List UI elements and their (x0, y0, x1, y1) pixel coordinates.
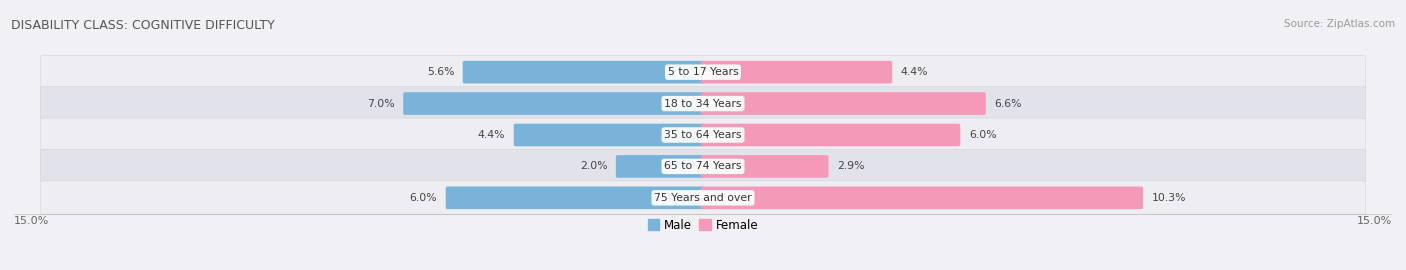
Text: 2.0%: 2.0% (579, 161, 607, 171)
FancyBboxPatch shape (513, 124, 706, 146)
Text: 6.0%: 6.0% (969, 130, 997, 140)
Text: 15.0%: 15.0% (14, 216, 49, 227)
Text: 2.9%: 2.9% (837, 161, 865, 171)
Text: 4.4%: 4.4% (478, 130, 505, 140)
FancyBboxPatch shape (41, 181, 1365, 215)
FancyBboxPatch shape (700, 92, 986, 115)
FancyBboxPatch shape (700, 124, 960, 146)
FancyBboxPatch shape (463, 61, 706, 83)
FancyBboxPatch shape (616, 155, 706, 178)
Text: 5.6%: 5.6% (426, 67, 454, 77)
Text: Source: ZipAtlas.com: Source: ZipAtlas.com (1284, 19, 1395, 29)
Text: 65 to 74 Years: 65 to 74 Years (664, 161, 742, 171)
FancyBboxPatch shape (700, 187, 1143, 209)
Text: 18 to 34 Years: 18 to 34 Years (664, 99, 742, 109)
FancyBboxPatch shape (41, 150, 1365, 183)
Text: 6.0%: 6.0% (409, 193, 437, 203)
FancyBboxPatch shape (41, 118, 1365, 152)
Text: 5 to 17 Years: 5 to 17 Years (668, 67, 738, 77)
FancyBboxPatch shape (41, 55, 1365, 89)
FancyBboxPatch shape (700, 61, 893, 83)
Text: 10.3%: 10.3% (1152, 193, 1187, 203)
FancyBboxPatch shape (404, 92, 706, 115)
Text: 7.0%: 7.0% (367, 99, 395, 109)
Text: DISABILITY CLASS: COGNITIVE DIFFICULTY: DISABILITY CLASS: COGNITIVE DIFFICULTY (11, 19, 276, 32)
Legend: Male, Female: Male, Female (643, 214, 763, 236)
FancyBboxPatch shape (41, 87, 1365, 120)
FancyBboxPatch shape (446, 187, 706, 209)
Text: 15.0%: 15.0% (1357, 216, 1392, 227)
Text: 75 Years and over: 75 Years and over (654, 193, 752, 203)
Text: 35 to 64 Years: 35 to 64 Years (664, 130, 742, 140)
Text: 4.4%: 4.4% (901, 67, 928, 77)
FancyBboxPatch shape (700, 155, 828, 178)
Text: 6.6%: 6.6% (994, 99, 1022, 109)
